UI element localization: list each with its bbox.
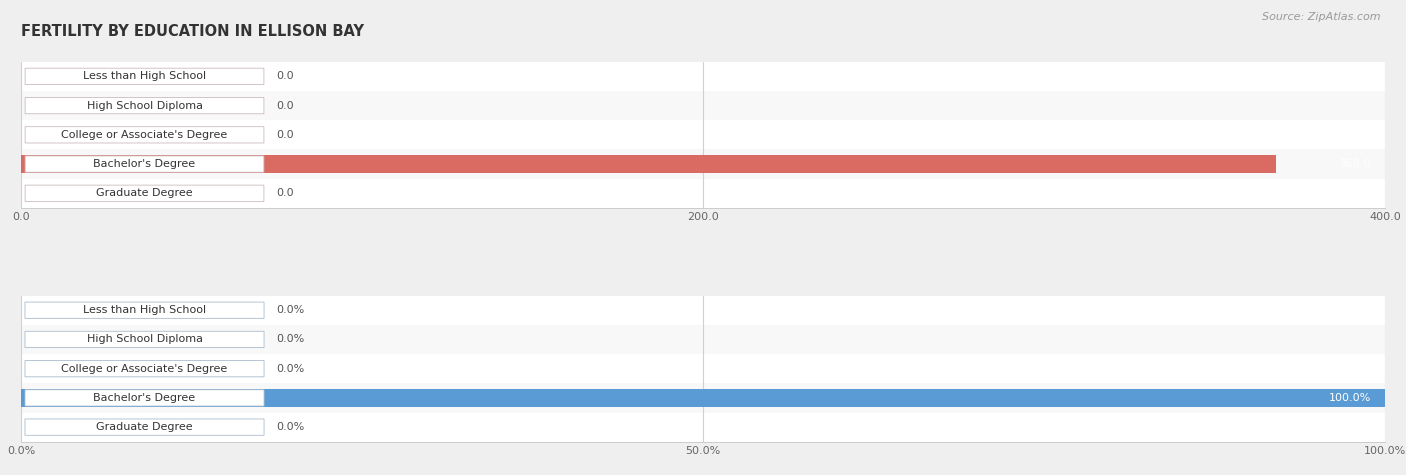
Text: High School Diploma: High School Diploma: [87, 101, 202, 111]
Text: 0.0: 0.0: [276, 188, 294, 198]
Bar: [21, 354, 1385, 383]
Text: 0.0%: 0.0%: [276, 422, 304, 432]
Text: Bachelor's Degree: Bachelor's Degree: [93, 159, 195, 169]
Text: 0.0: 0.0: [276, 101, 294, 111]
Bar: [21, 155, 1275, 173]
Bar: [21, 383, 1385, 412]
Text: 0.0%: 0.0%: [276, 305, 304, 315]
Text: 368.0: 368.0: [1340, 159, 1371, 169]
Text: 0.0: 0.0: [276, 130, 294, 140]
Text: High School Diploma: High School Diploma: [87, 334, 202, 344]
FancyBboxPatch shape: [25, 361, 264, 377]
Text: Graduate Degree: Graduate Degree: [96, 422, 193, 432]
FancyBboxPatch shape: [25, 419, 264, 435]
Bar: [21, 91, 1385, 120]
Bar: [21, 120, 1385, 150]
FancyBboxPatch shape: [25, 127, 264, 143]
FancyBboxPatch shape: [25, 390, 264, 406]
FancyBboxPatch shape: [25, 302, 264, 318]
Bar: [21, 150, 1385, 179]
Text: FERTILITY BY EDUCATION IN ELLISON BAY: FERTILITY BY EDUCATION IN ELLISON BAY: [21, 24, 364, 39]
FancyBboxPatch shape: [25, 68, 264, 85]
Text: College or Associate's Degree: College or Associate's Degree: [62, 130, 228, 140]
FancyBboxPatch shape: [25, 97, 264, 114]
Text: 0.0%: 0.0%: [276, 364, 304, 374]
Text: Source: ZipAtlas.com: Source: ZipAtlas.com: [1263, 12, 1381, 22]
Bar: [21, 412, 1385, 442]
Bar: [21, 389, 1385, 407]
Text: Graduate Degree: Graduate Degree: [96, 188, 193, 198]
Text: 0.0%: 0.0%: [276, 334, 304, 344]
Text: 0.0: 0.0: [276, 71, 294, 81]
Text: Less than High School: Less than High School: [83, 305, 207, 315]
FancyBboxPatch shape: [25, 156, 264, 172]
Bar: [21, 62, 1385, 91]
FancyBboxPatch shape: [25, 185, 264, 201]
Text: Less than High School: Less than High School: [83, 71, 207, 81]
Text: 100.0%: 100.0%: [1329, 393, 1371, 403]
Text: Bachelor's Degree: Bachelor's Degree: [93, 393, 195, 403]
Bar: [21, 325, 1385, 354]
Bar: [21, 179, 1385, 208]
Text: College or Associate's Degree: College or Associate's Degree: [62, 364, 228, 374]
FancyBboxPatch shape: [25, 331, 264, 348]
Bar: [21, 295, 1385, 325]
